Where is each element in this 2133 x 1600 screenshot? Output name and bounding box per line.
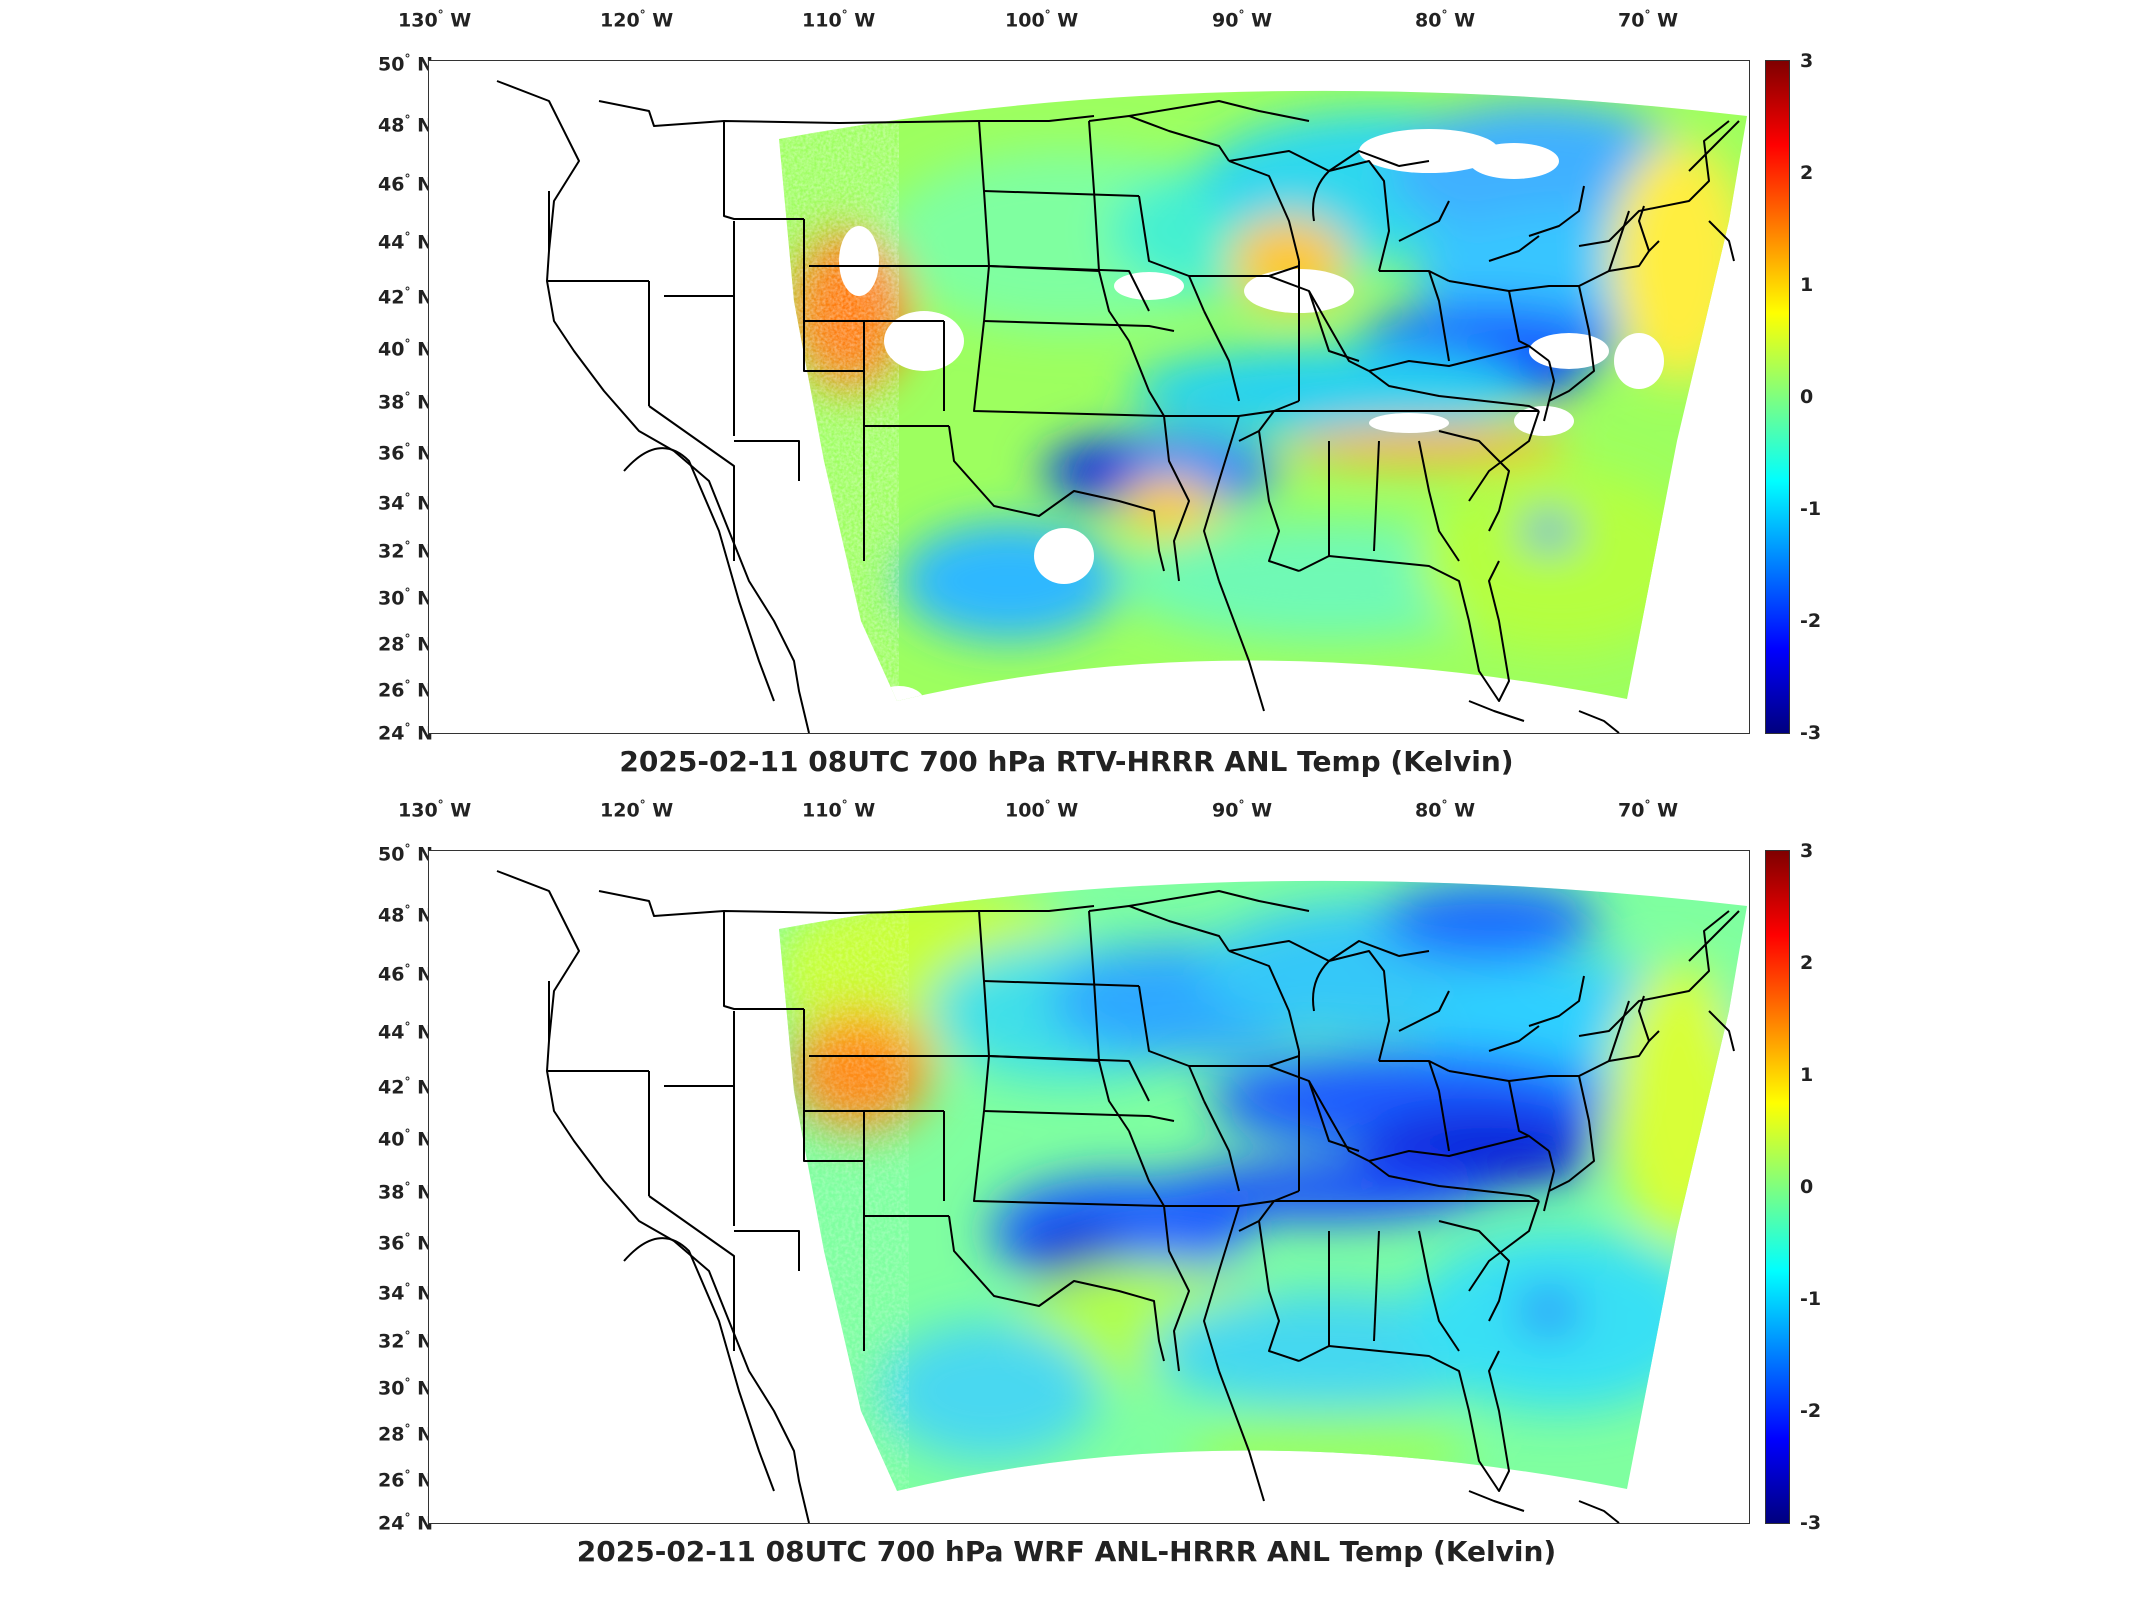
- colorbar-tick: 1: [1800, 274, 1814, 296]
- colorbar: [1765, 60, 1790, 734]
- colorbar-tick: -2: [1800, 1400, 1822, 1422]
- lat-label: 32° N: [378, 539, 433, 563]
- map-canvas: [496, 870, 1747, 1523]
- lat-label: 28° N: [378, 632, 433, 656]
- lon-label: 90° W: [1212, 8, 1273, 32]
- lat-label: 48° N: [378, 113, 433, 137]
- lat-label: 40° N: [378, 1127, 433, 1151]
- colorbar: [1765, 850, 1790, 1524]
- lat-label: 26° N: [378, 1468, 433, 1492]
- border-lines: [496, 80, 1740, 733]
- lat-label: 46° N: [378, 962, 433, 986]
- lon-label: 130° W: [398, 798, 472, 822]
- colorbar-tick: -3: [1800, 722, 1822, 744]
- colorbar-tick: -1: [1800, 1288, 1822, 1310]
- field-layer: [779, 880, 1747, 1491]
- lat-label: 40° N: [378, 337, 433, 361]
- lat-label: 48° N: [378, 903, 433, 927]
- lat-label: 30° N: [378, 586, 433, 610]
- colorbar-tick: 1: [1800, 1064, 1814, 1086]
- temperature-difference-map: [428, 850, 1750, 1524]
- lon-label: 100° W: [1005, 798, 1079, 822]
- colorbar-tick: -1: [1800, 498, 1822, 520]
- panel-title: 2025-02-11 08UTC 700 hPa RTV-HRRR ANL Te…: [619, 745, 1514, 778]
- lat-label: 36° N: [378, 1231, 433, 1255]
- colorbar-tick: 2: [1800, 162, 1814, 184]
- field-layer: [779, 90, 1747, 701]
- lon-label: 80° W: [1415, 798, 1476, 822]
- lat-label: 32° N: [378, 1329, 433, 1353]
- map-canvas: [496, 80, 1747, 733]
- colorbar-tick: 0: [1800, 1176, 1814, 1198]
- lon-label: 120° W: [600, 798, 674, 822]
- lat-label: 38° N: [378, 390, 433, 414]
- colorbar-tick: 3: [1800, 840, 1814, 862]
- lat-label: 24° N: [378, 1511, 433, 1535]
- colorbar-tick: -2: [1800, 610, 1822, 632]
- lon-label: 110° W: [802, 8, 876, 32]
- lat-label: 42° N: [378, 285, 433, 309]
- lon-label: 70° W: [1618, 8, 1679, 32]
- lat-label: 50° N: [378, 52, 433, 76]
- colorbar-tick: -3: [1800, 1512, 1822, 1534]
- colorbar-tick: 0: [1800, 386, 1814, 408]
- lon-label: 100° W: [1005, 8, 1079, 32]
- panel-title: 2025-02-11 08UTC 700 hPa WRF ANL-HRRR AN…: [576, 1535, 1557, 1568]
- lat-label: 50° N: [378, 842, 433, 866]
- lat-label: 44° N: [378, 230, 433, 254]
- lon-label: 130° W: [398, 8, 472, 32]
- lat-label: 34° N: [378, 1281, 433, 1305]
- lat-label: 26° N: [378, 678, 433, 702]
- colorbar-tick: 3: [1800, 50, 1814, 72]
- lon-label: 80° W: [1415, 8, 1476, 32]
- lon-label: 70° W: [1618, 798, 1679, 822]
- lat-label: 36° N: [378, 441, 433, 465]
- lon-label: 90° W: [1212, 798, 1273, 822]
- border-lines: [496, 870, 1740, 1523]
- lat-label: 38° N: [378, 1180, 433, 1204]
- lat-label: 46° N: [378, 172, 433, 196]
- lat-label: 28° N: [378, 1422, 433, 1446]
- lat-label: 34° N: [378, 491, 433, 515]
- lat-label: 44° N: [378, 1020, 433, 1044]
- colorbar-tick: 2: [1800, 952, 1814, 974]
- lon-label: 110° W: [802, 798, 876, 822]
- temperature-difference-map: [428, 60, 1750, 734]
- lat-label: 42° N: [378, 1075, 433, 1099]
- lon-label: 120° W: [600, 8, 674, 32]
- lat-label: 24° N: [378, 721, 433, 745]
- lat-label: 30° N: [378, 1376, 433, 1400]
